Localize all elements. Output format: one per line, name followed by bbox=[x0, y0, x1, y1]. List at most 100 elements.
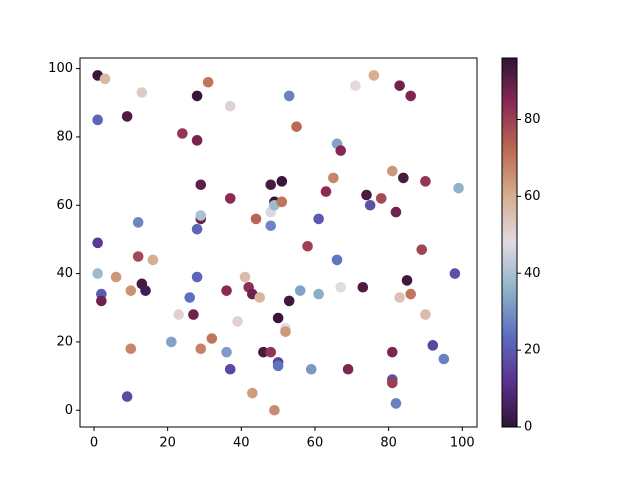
point bbox=[191, 135, 203, 146]
point bbox=[110, 271, 122, 283]
point bbox=[416, 244, 428, 255]
x-tick-label: 40 bbox=[233, 436, 250, 451]
point bbox=[247, 387, 258, 399]
x-tick-label: 0 bbox=[90, 436, 98, 451]
point bbox=[132, 251, 144, 262]
point bbox=[375, 193, 387, 204]
point bbox=[390, 206, 402, 218]
point bbox=[361, 189, 372, 201]
point bbox=[291, 121, 302, 132]
point bbox=[191, 271, 203, 283]
point bbox=[294, 285, 306, 296]
y-tick-label: 40 bbox=[56, 266, 73, 281]
point bbox=[313, 288, 324, 300]
point bbox=[438, 353, 450, 365]
point bbox=[265, 179, 277, 191]
point bbox=[265, 220, 277, 232]
colorbar-tick-label: 40 bbox=[524, 266, 541, 281]
point bbox=[221, 346, 232, 358]
point bbox=[427, 340, 439, 351]
point bbox=[357, 281, 369, 293]
point bbox=[272, 312, 284, 324]
point bbox=[202, 76, 214, 88]
point bbox=[195, 179, 207, 191]
point bbox=[254, 292, 266, 303]
point bbox=[305, 363, 317, 375]
point bbox=[96, 295, 107, 307]
point bbox=[184, 292, 196, 303]
point bbox=[313, 213, 324, 225]
y-tick-label: 100 bbox=[48, 61, 73, 76]
point bbox=[272, 360, 284, 372]
point bbox=[390, 398, 402, 409]
point bbox=[405, 90, 417, 102]
point bbox=[283, 295, 295, 307]
point bbox=[136, 87, 148, 98]
point bbox=[177, 128, 188, 139]
point bbox=[239, 271, 251, 283]
point bbox=[224, 100, 236, 112]
point bbox=[328, 172, 339, 184]
point bbox=[224, 193, 236, 204]
point bbox=[195, 343, 207, 355]
y-tick-label: 80 bbox=[56, 129, 73, 144]
point bbox=[173, 309, 184, 320]
point bbox=[121, 391, 133, 402]
point bbox=[280, 326, 291, 337]
point bbox=[188, 309, 199, 320]
point bbox=[342, 363, 354, 375]
point bbox=[147, 254, 159, 266]
x-tick-label: 80 bbox=[380, 436, 397, 451]
point bbox=[398, 172, 409, 184]
y-tick-label: 0 bbox=[65, 403, 73, 418]
point bbox=[386, 165, 398, 177]
point bbox=[132, 217, 144, 228]
point bbox=[449, 268, 461, 279]
point bbox=[92, 237, 103, 249]
point bbox=[386, 346, 398, 358]
point bbox=[265, 346, 277, 358]
point bbox=[221, 285, 232, 296]
x-tick-label: 20 bbox=[159, 436, 176, 451]
point bbox=[258, 346, 269, 358]
point bbox=[320, 186, 332, 197]
point bbox=[195, 210, 207, 221]
point bbox=[405, 288, 417, 300]
point bbox=[269, 404, 280, 416]
y-tick-label: 60 bbox=[56, 198, 73, 213]
point bbox=[276, 196, 288, 208]
point bbox=[386, 377, 398, 389]
point bbox=[166, 336, 177, 348]
point bbox=[121, 111, 133, 122]
point bbox=[250, 213, 262, 225]
point bbox=[335, 145, 347, 156]
point bbox=[125, 343, 137, 355]
point bbox=[420, 176, 431, 187]
colorbar-tick-label: 0 bbox=[524, 420, 532, 435]
point bbox=[394, 292, 405, 303]
colorbar-tick-label: 20 bbox=[524, 343, 541, 358]
point bbox=[335, 281, 347, 293]
plot-frame bbox=[79, 57, 478, 428]
point bbox=[401, 275, 413, 286]
point bbox=[331, 254, 343, 266]
point bbox=[92, 114, 103, 126]
point bbox=[140, 285, 151, 296]
point bbox=[276, 176, 288, 187]
point bbox=[453, 182, 464, 194]
point bbox=[191, 223, 203, 235]
colorbar bbox=[501, 57, 518, 428]
point bbox=[99, 73, 111, 85]
point bbox=[191, 90, 203, 102]
point bbox=[224, 363, 236, 375]
y-tick-label: 20 bbox=[56, 334, 73, 349]
colorbar-tick-label: 80 bbox=[524, 112, 541, 127]
point bbox=[92, 268, 103, 279]
point bbox=[350, 80, 361, 91]
point bbox=[232, 316, 243, 327]
colorbar-tick-label: 60 bbox=[524, 189, 541, 204]
point bbox=[125, 285, 137, 296]
point bbox=[206, 333, 218, 344]
point bbox=[368, 70, 380, 81]
